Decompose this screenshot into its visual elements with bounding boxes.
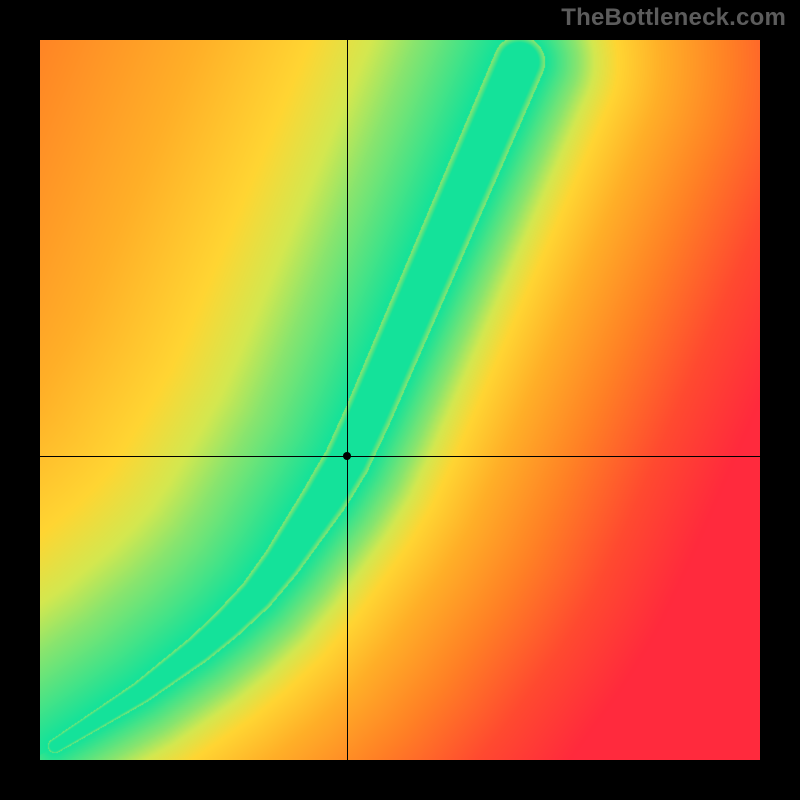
watermark-text: TheBottleneck.com	[561, 4, 786, 32]
crosshair-horizontal	[40, 456, 760, 457]
crosshair-vertical	[347, 40, 348, 760]
plot-frame	[40, 40, 760, 760]
heatmap-canvas	[40, 40, 760, 760]
heatmap-plot	[40, 40, 760, 760]
page-root: TheBottleneck.com	[0, 0, 800, 800]
